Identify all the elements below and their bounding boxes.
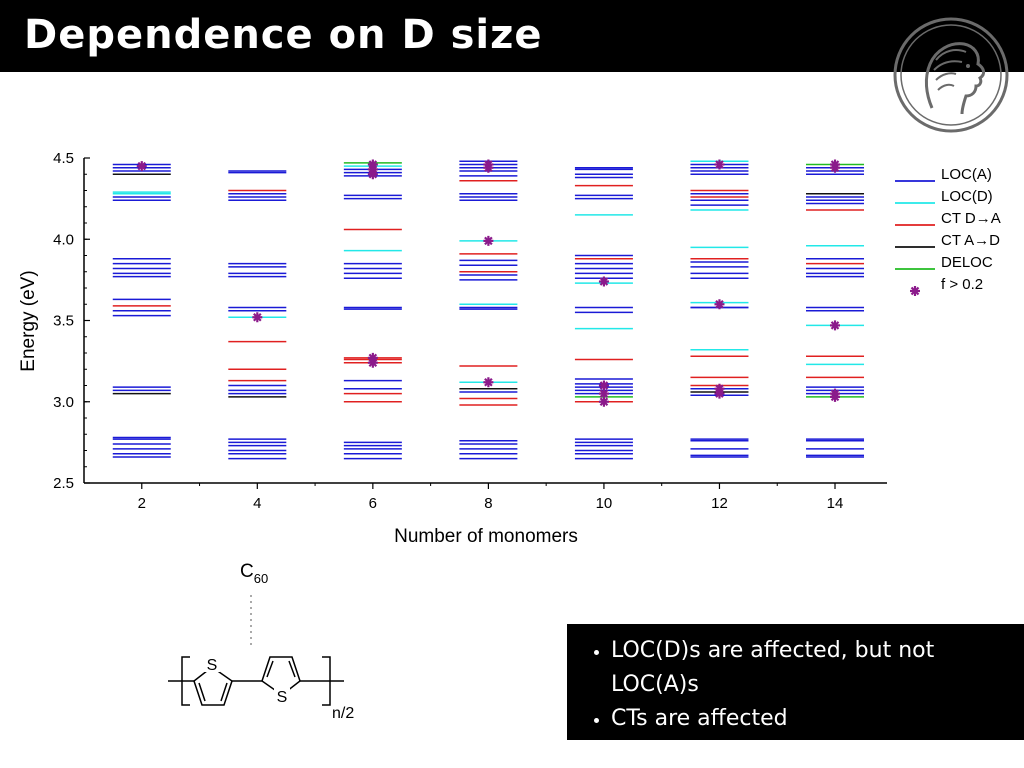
legend-label: LOC(D) <box>941 188 993 205</box>
bullet-item: LOC(D)s are affected, but not LOC(A)s <box>611 634 1024 702</box>
legend-label: LOC(A) <box>941 166 992 183</box>
oscillator-marker <box>830 388 841 399</box>
double-bond <box>198 682 206 702</box>
y-axis-label: Energy (eV) <box>18 270 39 371</box>
x-tick-label: 2 <box>138 495 146 512</box>
oscillator-marker <box>483 377 494 388</box>
thiophene-dimer-diagram: C60 S S n/2 <box>168 561 354 722</box>
repeat-subscript: n/2 <box>332 705 354 722</box>
oscillator-marker <box>367 352 378 363</box>
oscillator-marker <box>252 312 263 323</box>
y-tick-label: 4.0 <box>53 231 74 248</box>
oscillator-marker <box>598 276 609 287</box>
oscillator-marker <box>714 299 725 310</box>
chart-plot-layer: 2.5 3.0 3.5 4.0 4.5 2 4 6 8 10 12 14 LOC(A) LOC(D) CT … <box>53 150 1001 512</box>
bullet-item: CTs are affected <box>611 702 1024 736</box>
legend-marker <box>910 286 920 296</box>
y-tick-label: 4.5 <box>53 150 74 167</box>
svg-text:C60: C60 <box>240 561 268 586</box>
bullet-list: LOC(D)s are affected, but not LOC(A)s CT… <box>567 624 1024 736</box>
x-tick-label: 14 <box>827 495 844 512</box>
acceptor-label: C <box>240 561 254 582</box>
legend-label: CT D→A <box>941 210 1001 227</box>
oscillator-marker <box>483 235 494 246</box>
oscillator-marker <box>714 159 725 170</box>
sulfur-label-1: S <box>207 657 218 674</box>
legend-label: CT A→D <box>941 232 1000 249</box>
x-tick-label: 4 <box>253 495 261 512</box>
oscillator-marker <box>714 383 725 394</box>
double-bond <box>220 682 228 702</box>
x-tick-label: 8 <box>484 495 492 512</box>
thiophene-ring-1 <box>193 666 233 706</box>
title-bar: Dependence on D size <box>0 0 1024 72</box>
energy-level-chart: 2.5 3.0 3.5 4.0 4.5 2 4 6 8 10 12 14 LOC(A) LOC(D) CT … <box>18 150 1001 547</box>
x-tick-label: 12 <box>711 495 728 512</box>
polymer-structure: C60 S S n/2 <box>150 555 380 730</box>
sulfur-label-2: S <box>277 689 288 706</box>
oscillator-marker <box>367 159 378 170</box>
oscillator-marker <box>830 320 841 331</box>
x-tick-label: 6 <box>369 495 377 512</box>
oscillator-marker <box>598 396 609 407</box>
x-tick-label: 10 <box>596 495 613 512</box>
oscillator-marker <box>598 380 609 391</box>
y-tick-label: 2.5 <box>53 475 74 492</box>
atom-mask <box>204 656 220 672</box>
slide-title: Dependence on D size <box>24 12 543 58</box>
acceptor-subscript: 60 <box>254 571 268 586</box>
double-bond <box>288 660 296 678</box>
atom-mask <box>274 688 290 704</box>
x-axis-label: Number of monomers <box>394 526 578 547</box>
y-tick-label: 3.0 <box>53 394 74 411</box>
y-tick-label: 3.5 <box>53 313 74 330</box>
oscillator-marker <box>830 159 841 170</box>
summary-box: LOC(D)s are affected, but not LOC(A)s CT… <box>567 624 1024 740</box>
oscillator-marker <box>483 159 494 170</box>
minerva-head-icon <box>893 17 1009 133</box>
double-bond <box>266 660 274 678</box>
legend-label: DELOC <box>941 254 993 271</box>
oscillator-marker <box>136 161 147 172</box>
legend-label: f > 0.2 <box>941 276 983 293</box>
